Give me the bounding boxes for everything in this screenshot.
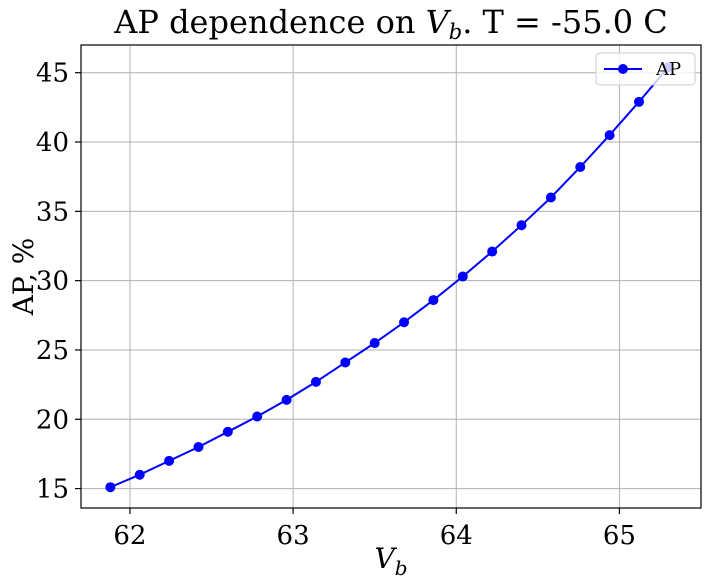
- ticks: 62 63 64 65 15 20 25 30 35 40 45: [36, 59, 636, 551]
- y-tick-label: 30: [36, 267, 69, 297]
- chart-title-suffix: . T = -55.0 C: [462, 3, 668, 41]
- x-axis-label-variable: V: [374, 542, 397, 575]
- y-tick-label: 35: [36, 197, 69, 227]
- data-point: [575, 161, 586, 172]
- x-tick-label: 62: [113, 521, 146, 551]
- series-line-ap: [110, 66, 670, 489]
- x-tick-label: 64: [440, 521, 473, 551]
- data-point: [457, 271, 468, 282]
- data-point: [369, 338, 380, 349]
- y-tick-label: 45: [36, 59, 69, 89]
- data-point: [105, 482, 116, 493]
- chart-title-prefix: AP dependence on: [113, 3, 425, 41]
- y-tick-label: 20: [36, 405, 69, 435]
- data-point: [604, 130, 615, 141]
- data-point: [222, 426, 233, 437]
- data-point: [516, 220, 527, 231]
- y-tick-label: 40: [36, 128, 69, 158]
- data-point: [428, 295, 439, 306]
- data-point: [399, 317, 410, 328]
- data-point: [634, 96, 644, 107]
- grid: [81, 45, 701, 508]
- data-point: [487, 246, 498, 257]
- x-axis-label: Vb: [374, 542, 407, 580]
- data-point: [193, 442, 204, 453]
- data-point: [545, 192, 556, 203]
- legend: AP: [595, 52, 696, 86]
- data-point: [252, 411, 263, 422]
- legend-label: AP: [655, 59, 681, 80]
- data-point: [164, 455, 175, 466]
- x-tick-label: 63: [277, 521, 310, 551]
- legend-box: [595, 52, 696, 86]
- x-tick-label: 65: [603, 521, 636, 551]
- legend-marker-swatch: [618, 64, 628, 74]
- chart-title-subscript: b: [449, 20, 462, 44]
- x-axis-label-subscript: b: [395, 556, 408, 580]
- data-point: [340, 357, 351, 368]
- series-ap: [105, 62, 674, 493]
- y-tick-label: 15: [36, 475, 69, 505]
- data-point: [134, 469, 145, 480]
- chart-title-variable: V: [426, 3, 452, 41]
- chart-title: AP dependence on Vb. T = -55.0 C: [113, 3, 668, 44]
- y-axis-label: AP, %: [7, 238, 40, 317]
- plot-frame: [80, 44, 702, 509]
- data-point: [281, 394, 292, 405]
- y-tick-label: 25: [36, 336, 69, 366]
- data-point: [310, 376, 321, 387]
